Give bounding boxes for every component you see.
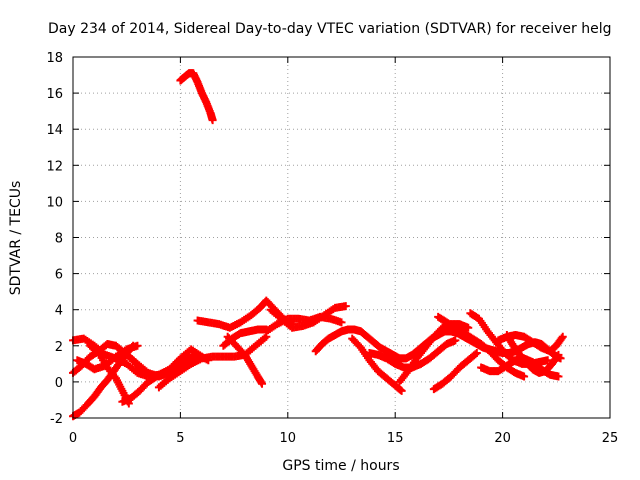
x-tick-label: 15 <box>387 431 404 446</box>
series-arc-8 <box>154 332 271 392</box>
y-tick-label: 2 <box>55 340 63 355</box>
data-point-interp <box>471 350 480 359</box>
series-arc-9 <box>176 69 217 125</box>
data-point <box>558 332 567 341</box>
y-tick-label: 4 <box>55 304 63 319</box>
data-point <box>554 372 563 381</box>
y-tick-label: 8 <box>55 232 63 247</box>
axis-ticks <box>72 56 611 419</box>
y-tick-label: 0 <box>55 376 63 391</box>
series-arc-12 <box>223 332 267 388</box>
series-arc-22 <box>477 354 563 381</box>
series-arc-16 <box>348 334 406 395</box>
y-tick-label: 12 <box>46 159 63 174</box>
y-tick-label: 10 <box>46 195 63 210</box>
data-point <box>472 349 481 358</box>
x-tick-labels: 0 5 10 15 20 25 <box>69 431 618 446</box>
y-tick-label: 18 <box>46 51 63 66</box>
series-arc-23 <box>494 330 567 356</box>
data-point <box>337 318 346 327</box>
y-axis-label: SDTVAR / TECUs <box>8 181 24 296</box>
series-arc-14 <box>266 302 350 332</box>
x-tick-label: 25 <box>602 431 619 446</box>
y-tick-label: 6 <box>55 268 63 283</box>
series-arc-24 <box>502 330 563 377</box>
data-point <box>451 336 460 345</box>
data-points <box>69 69 567 421</box>
data-point-interp <box>553 352 562 361</box>
data-point <box>464 323 473 332</box>
data-point <box>258 379 267 388</box>
series-arc-17 <box>365 336 460 372</box>
series-arc-10 <box>193 296 297 332</box>
x-tick-label: 10 <box>280 431 297 446</box>
series-arc-19 <box>429 349 481 394</box>
y-tick-label: 14 <box>46 123 63 138</box>
y-tick-label: -2 <box>50 412 63 427</box>
x-tick-label: 5 <box>176 431 184 446</box>
data-point <box>208 116 217 125</box>
data-point <box>341 302 350 311</box>
y-tick-label: 16 <box>46 87 63 102</box>
series-arc-20 <box>434 312 529 381</box>
data-point <box>520 372 529 381</box>
chart-title: Day 234 of 2014, Sidereal Day-to-day VTE… <box>48 21 611 37</box>
series-arc-18 <box>395 320 473 386</box>
data-point-interp <box>557 334 566 343</box>
x-tick-label: 0 <box>69 431 77 446</box>
x-tick-label: 20 <box>494 431 511 446</box>
x-axis-label: GPS time / hours <box>282 458 399 474</box>
y-tick-labels: -2 0 2 4 6 8 10 12 14 16 18 <box>46 51 63 427</box>
data-point <box>397 386 406 395</box>
data-point <box>554 350 563 359</box>
data-point <box>133 341 142 350</box>
